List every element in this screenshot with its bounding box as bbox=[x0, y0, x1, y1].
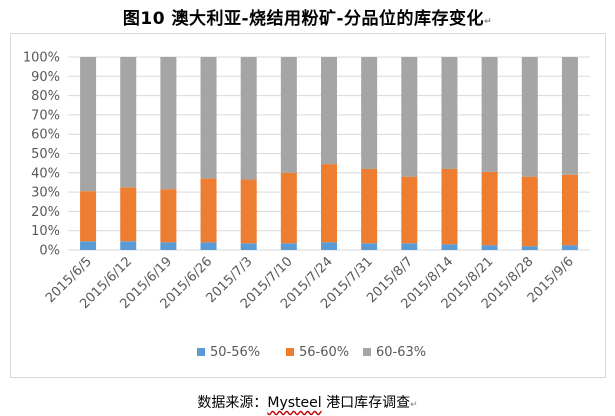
bar-segment bbox=[441, 57, 458, 169]
source-brand: Mysteel bbox=[267, 395, 322, 411]
y-tick-label: 40% bbox=[31, 166, 60, 181]
bar-segment bbox=[561, 174, 578, 246]
bar-segment bbox=[401, 176, 418, 244]
bar-segment bbox=[401, 57, 418, 177]
bar-segment bbox=[160, 189, 177, 243]
bar-segment bbox=[361, 57, 378, 169]
y-tick-label: 100% bbox=[23, 51, 60, 66]
bar-segment bbox=[321, 57, 337, 165]
legend-label: 56-60% bbox=[299, 345, 349, 360]
bar-segment bbox=[561, 245, 578, 250]
bar-segment bbox=[120, 241, 137, 250]
bar-segment bbox=[561, 57, 578, 175]
source-suffix: 港口库存调查 bbox=[326, 395, 411, 411]
bar-segment bbox=[200, 57, 217, 179]
bar-segment bbox=[521, 57, 538, 177]
y-tick-label: 90% bbox=[31, 70, 60, 85]
bar-segment bbox=[80, 191, 97, 242]
legend-label: 50-56% bbox=[210, 345, 260, 360]
y-tick-label: 50% bbox=[31, 147, 60, 162]
chart-frame bbox=[10, 33, 606, 378]
bar-segment bbox=[401, 243, 418, 250]
bar-segment bbox=[441, 244, 458, 250]
y-tick-label: 70% bbox=[31, 108, 60, 123]
bar-segment bbox=[441, 168, 458, 245]
bar-segment bbox=[481, 171, 498, 246]
legend-label: 60-63% bbox=[376, 345, 426, 360]
legend-swatch bbox=[197, 348, 205, 356]
legend-swatch bbox=[363, 348, 371, 356]
bar-segment bbox=[240, 57, 257, 180]
bar-segment bbox=[120, 57, 137, 188]
data-source-note: 数据来源：Mysteel 港口库存调查↵ bbox=[197, 395, 418, 411]
y-tick-label: 80% bbox=[31, 89, 60, 104]
bar-segment bbox=[321, 242, 337, 250]
legend-swatch bbox=[286, 348, 294, 356]
bar-segment bbox=[321, 164, 337, 243]
y-tick-label: 30% bbox=[31, 186, 60, 201]
chart-title-text: 图10 澳大利亚-烧结用粉矿-分品位的库存变化 bbox=[122, 9, 485, 29]
bar-segment bbox=[481, 245, 498, 250]
source-prefix: 数据来源： bbox=[197, 395, 268, 411]
bar-segment bbox=[240, 179, 257, 244]
bar-segment bbox=[280, 172, 297, 244]
bar-segment bbox=[361, 243, 378, 250]
bar-segment bbox=[200, 242, 217, 250]
bar-segment bbox=[240, 243, 257, 250]
bar-segment bbox=[200, 178, 217, 243]
bar-segment bbox=[521, 246, 538, 250]
bar-segment bbox=[80, 57, 97, 192]
y-tick-label: 20% bbox=[31, 205, 60, 220]
y-tick-label: 0% bbox=[39, 244, 60, 259]
bar-segment bbox=[280, 57, 297, 173]
bar-segment bbox=[160, 57, 177, 190]
y-tick-label: 60% bbox=[31, 128, 60, 143]
bar-segment bbox=[160, 242, 177, 250]
chart-title: 图10 澳大利亚-烧结用粉矿-分品位的库存变化↵ bbox=[122, 9, 493, 29]
bar-segment bbox=[481, 57, 498, 172]
bar-segment bbox=[120, 187, 137, 242]
bar-segment bbox=[80, 241, 97, 250]
bar-segment bbox=[280, 243, 297, 250]
bar-segment bbox=[521, 176, 538, 247]
y-tick-label: 10% bbox=[31, 224, 60, 239]
bar-segment bbox=[361, 168, 378, 244]
